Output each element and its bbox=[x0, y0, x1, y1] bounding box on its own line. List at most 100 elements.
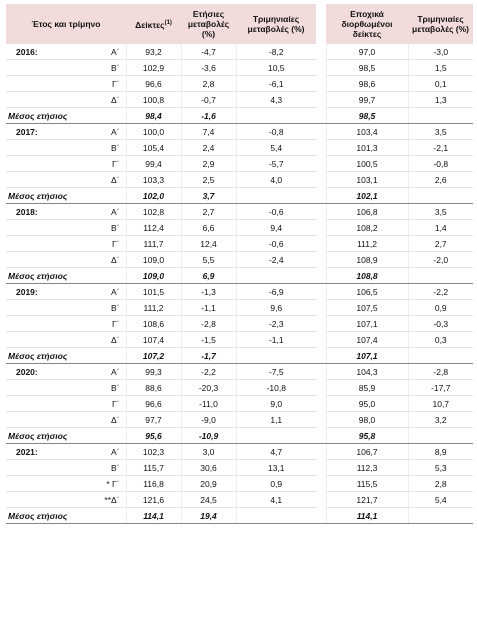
average-label: Μέσος ετήσιος bbox=[6, 507, 127, 524]
value-cell: 3,5 bbox=[407, 123, 474, 140]
quarter-row: Δ΄ 107,4 -1,5 -1,1 107,4 0,3 bbox=[6, 331, 474, 348]
value-cell: 2,5 bbox=[180, 171, 237, 188]
value-cell: 108,2 bbox=[325, 219, 409, 236]
year-cell bbox=[6, 235, 66, 252]
value-cell: 20,9 bbox=[180, 475, 237, 492]
value-cell: 107,1 bbox=[325, 315, 409, 332]
value-cell: 102,1 bbox=[325, 187, 409, 204]
value-cell: 4,1 bbox=[235, 491, 317, 508]
quarter-cell: Δ΄ bbox=[66, 411, 127, 428]
value-cell: 114,1 bbox=[125, 507, 182, 524]
value-cell: -0,8 bbox=[235, 123, 317, 140]
year-cell bbox=[6, 331, 66, 348]
value-cell: -2,8 bbox=[180, 315, 237, 332]
gap bbox=[316, 411, 327, 428]
value-cell: 97,7 bbox=[125, 411, 182, 428]
quarter-cell: Γ΄ bbox=[66, 75, 127, 92]
value-cell: 4,3 bbox=[235, 91, 317, 108]
year-cell bbox=[6, 219, 66, 236]
header-cell: Δείκτες(1) bbox=[126, 4, 182, 44]
gap bbox=[316, 171, 327, 188]
year-cell bbox=[6, 491, 66, 508]
value-cell bbox=[235, 507, 317, 524]
value-cell: -7,5 bbox=[235, 363, 317, 380]
value-cell: 107,4 bbox=[325, 331, 409, 348]
value-cell: 111,2 bbox=[125, 299, 182, 316]
gap bbox=[316, 123, 327, 140]
quarter-cell: Δ΄ bbox=[66, 251, 127, 268]
value-cell: 2,8 bbox=[180, 75, 237, 92]
quarter-cell: * Γ΄ bbox=[66, 475, 127, 492]
quarter-cell: Δ΄ bbox=[66, 331, 127, 348]
year-cell bbox=[6, 59, 66, 76]
value-cell: 2,8 bbox=[407, 475, 474, 492]
value-cell: 5,4 bbox=[235, 139, 317, 156]
value-cell: 30,6 bbox=[180, 459, 237, 476]
year-cell bbox=[6, 171, 66, 188]
value-cell: -8,2 bbox=[235, 44, 317, 60]
value-cell: -17,7 bbox=[407, 379, 474, 396]
data-table: Έτος και τρίμηνο Δείκτες(1) Ετήσιες μετα… bbox=[6, 4, 474, 524]
value-cell: 1,3 bbox=[407, 91, 474, 108]
value-cell: 106,8 bbox=[325, 203, 409, 220]
header-row: Έτος και τρίμηνο Δείκτες(1) Ετήσιες μετα… bbox=[6, 4, 474, 44]
year-cell bbox=[6, 299, 66, 316]
value-cell: 97,0 bbox=[325, 44, 409, 60]
value-cell: 111,7 bbox=[125, 235, 182, 252]
value-cell: 108,9 bbox=[325, 251, 409, 268]
quarter-row: Δ΄ 109,0 5,5 -2,4 108,9 -2,0 bbox=[6, 251, 474, 268]
value-cell: 106,5 bbox=[325, 283, 409, 300]
value-cell: -1,5 bbox=[180, 331, 237, 348]
gap bbox=[316, 219, 327, 236]
gap bbox=[316, 203, 327, 220]
quarter-cell: Γ΄ bbox=[66, 395, 127, 412]
value-cell bbox=[235, 107, 317, 124]
quarter-cell: Α΄ bbox=[66, 44, 127, 60]
quarter-cell: Β΄ bbox=[66, 379, 127, 396]
value-cell: -20,3 bbox=[180, 379, 237, 396]
year-cell bbox=[6, 315, 66, 332]
average-row: Μέσος ετήσιος 107,2 -1,7 107,1 bbox=[6, 347, 474, 364]
quarter-cell: Β΄ bbox=[66, 219, 127, 236]
value-cell bbox=[235, 427, 317, 444]
gap bbox=[316, 395, 327, 412]
average-row: Μέσος ετήσιος 95,6 -10,9 95,8 bbox=[6, 427, 474, 444]
value-cell: -2,1 bbox=[407, 139, 474, 156]
value-cell: 10,7 bbox=[407, 395, 474, 412]
value-cell: 10,5 bbox=[235, 59, 317, 76]
value-cell: 3,0 bbox=[180, 443, 237, 460]
quarter-cell: **Δ΄ bbox=[66, 491, 127, 508]
year-cell bbox=[6, 379, 66, 396]
value-cell: 4,0 bbox=[235, 171, 317, 188]
header-cell: Εποχικά διορθωμένοι δείκτες bbox=[326, 4, 409, 44]
quarter-cell: Α΄ bbox=[66, 443, 127, 460]
year-cell bbox=[6, 251, 66, 268]
value-cell: -6,1 bbox=[235, 75, 317, 92]
gap bbox=[316, 4, 327, 44]
year-cell bbox=[6, 411, 66, 428]
value-cell: -0,3 bbox=[407, 315, 474, 332]
value-cell: 1,1 bbox=[235, 411, 317, 428]
quarter-row: Γ΄ 96,6 2,8 -6,1 98,6 0,1 bbox=[6, 75, 474, 92]
value-cell bbox=[407, 267, 474, 284]
year-cell bbox=[6, 155, 66, 172]
value-cell bbox=[407, 187, 474, 204]
year-cell bbox=[6, 75, 66, 92]
quarter-row: 2017: Α΄ 100,0 7,4 -0,8 103,4 3,5 bbox=[6, 123, 474, 140]
quarter-cell: Β΄ bbox=[66, 139, 127, 156]
value-cell: -2,4 bbox=[235, 251, 317, 268]
gap bbox=[316, 44, 327, 60]
value-cell: 3,7 bbox=[180, 187, 237, 204]
quarter-cell: Α΄ bbox=[66, 123, 127, 140]
value-cell bbox=[235, 347, 317, 364]
gap bbox=[316, 251, 327, 268]
value-cell bbox=[407, 347, 474, 364]
value-cell: -2,0 bbox=[407, 251, 474, 268]
value-cell: 115,7 bbox=[125, 459, 182, 476]
year-cell: 2020: bbox=[6, 363, 66, 380]
quarter-row: **Δ΄ 121,6 24,5 4,1 121,7 5,4 bbox=[6, 491, 474, 508]
value-cell: 98,5 bbox=[325, 107, 409, 124]
value-cell: 108,8 bbox=[325, 267, 409, 284]
value-cell: -10,8 bbox=[235, 379, 317, 396]
